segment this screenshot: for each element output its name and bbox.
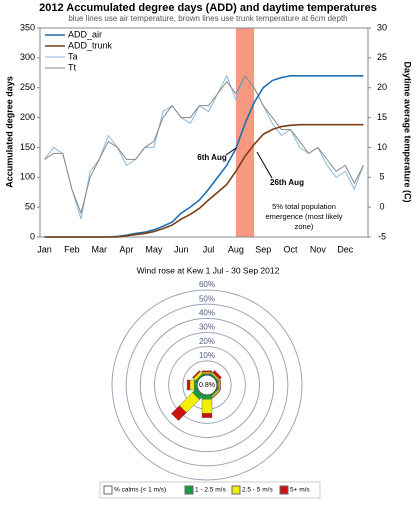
legend-label: 2.5 - 5 m/s bbox=[242, 487, 273, 494]
y-tick-label: 150 bbox=[20, 142, 35, 152]
annotation: 5% total population emergence (most like… bbox=[265, 202, 343, 231]
y-tick-label: 300 bbox=[20, 52, 35, 62]
rose-segment bbox=[212, 370, 222, 380]
y-tick-label: 250 bbox=[20, 82, 35, 92]
annotation-arrow bbox=[225, 147, 237, 156]
grid-ring bbox=[154, 332, 260, 438]
r-tick-label: 20% bbox=[199, 337, 215, 346]
rose-segment bbox=[219, 379, 221, 391]
rose-segment bbox=[212, 390, 221, 399]
x-tick-label: Feb bbox=[64, 244, 80, 254]
y2-tick-label: 30 bbox=[377, 22, 387, 32]
y-tick-label: 200 bbox=[20, 112, 35, 122]
rose-segment bbox=[186, 379, 191, 391]
highlight-zone bbox=[235, 28, 255, 237]
legend-label: 5+ m/s bbox=[290, 487, 310, 494]
grid-ring bbox=[139, 317, 275, 453]
y2-tick-label: 5 bbox=[379, 172, 384, 182]
r-tick-label: 10% bbox=[199, 351, 215, 360]
x-tick-label: Nov bbox=[310, 244, 327, 254]
y2-tick-label: -5 bbox=[378, 231, 386, 241]
y2-tick-label: 15 bbox=[377, 112, 387, 122]
legend-swatch bbox=[103, 485, 113, 495]
rose-segment bbox=[218, 379, 221, 391]
legend-label: ADD_air bbox=[68, 29, 102, 39]
y2-axis-label: Daytime average temperature (C) bbox=[403, 61, 413, 202]
grid-ring bbox=[111, 289, 303, 481]
y2-tick-label: 20 bbox=[377, 82, 387, 92]
x-tick-label: Oct bbox=[284, 244, 299, 254]
y-axis-label: Accumulated degree days bbox=[4, 76, 14, 188]
x-tick-label: Sep bbox=[255, 244, 271, 254]
y-tick-label: 350 bbox=[20, 22, 35, 32]
x-tick-label: May bbox=[145, 244, 163, 254]
legend-swatch bbox=[231, 485, 241, 495]
series-line bbox=[44, 74, 364, 215]
rose-segment bbox=[171, 405, 187, 421]
calm-label: 0.8% bbox=[199, 382, 215, 389]
x-tick-label: Jan bbox=[37, 244, 52, 254]
y-tick-label: 100 bbox=[20, 172, 35, 182]
legend-box bbox=[99, 481, 321, 499]
legend-label: Tt bbox=[68, 62, 76, 72]
chart-title: 2012 Accumulated degree days (ADD) and d… bbox=[39, 2, 377, 14]
annotation-arrow bbox=[256, 151, 273, 179]
x-tick-label: Aug bbox=[228, 244, 244, 254]
legend-label: 1 - 2.5 m/s bbox=[195, 487, 226, 494]
rose-title: Wind rose at Kew 1 Jul - 30 Sep 2012 bbox=[137, 265, 280, 275]
x-tick-label: Mar bbox=[91, 244, 107, 254]
legend-label: % calms (< 1 m/s) bbox=[114, 487, 166, 494]
legend-swatch bbox=[279, 485, 289, 495]
plot-frame bbox=[39, 27, 369, 238]
x-tick-label: Apr bbox=[120, 244, 134, 254]
annotation: 6th Aug bbox=[197, 153, 227, 162]
r-tick-label: 40% bbox=[199, 308, 215, 317]
y-tick-label: 50 bbox=[25, 202, 35, 212]
y2-tick-label: 25 bbox=[377, 52, 387, 62]
y-tick-label: 0 bbox=[30, 231, 35, 241]
r-tick-label: 60% bbox=[199, 280, 215, 289]
legend-label: Ta bbox=[68, 51, 78, 61]
rose-segment bbox=[189, 379, 195, 391]
grid-ring bbox=[125, 303, 289, 467]
rose-segment bbox=[201, 413, 213, 418]
rose-segment bbox=[201, 399, 213, 414]
legend-label: ADD_trunk bbox=[68, 40, 113, 50]
grid-ring bbox=[168, 346, 246, 424]
rose-segment bbox=[192, 370, 201, 379]
annotation: 26th Aug bbox=[270, 178, 304, 187]
legend-swatch bbox=[184, 485, 194, 495]
x-tick-label: Jul bbox=[203, 244, 215, 254]
series-line bbox=[44, 123, 364, 238]
x-tick-label: Jun bbox=[174, 244, 189, 254]
chart-subtitle: blue lines use air temperature, brown li… bbox=[68, 14, 347, 23]
rose-segment bbox=[201, 371, 213, 374]
x-tick-label: Dec bbox=[337, 244, 354, 254]
r-tick-label: 50% bbox=[199, 294, 215, 303]
y2-tick-label: 0 bbox=[379, 202, 384, 212]
y2-tick-label: 10 bbox=[377, 142, 387, 152]
series-line bbox=[44, 74, 364, 220]
rose-segment bbox=[201, 370, 213, 373]
r-tick-label: 30% bbox=[199, 323, 215, 332]
